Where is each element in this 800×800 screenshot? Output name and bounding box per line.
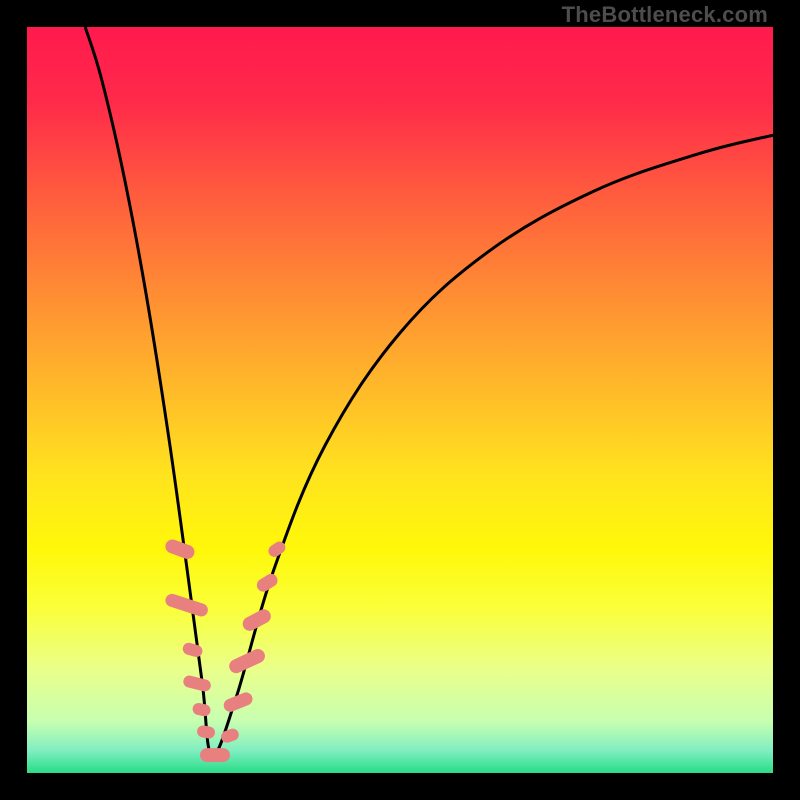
plot-area [27,27,773,773]
watermark-text: TheBottleneck.com [562,2,768,28]
bottleneck-curve-svg [27,27,773,773]
data-marker [227,647,267,676]
data-marker [196,724,216,739]
data-marker [182,674,212,692]
data-marker [164,592,210,618]
chart-frame: TheBottleneck.com [0,0,800,800]
data-marker [181,641,204,658]
data-marker [192,702,212,717]
data-marker [212,748,230,762]
data-marker [163,537,196,560]
